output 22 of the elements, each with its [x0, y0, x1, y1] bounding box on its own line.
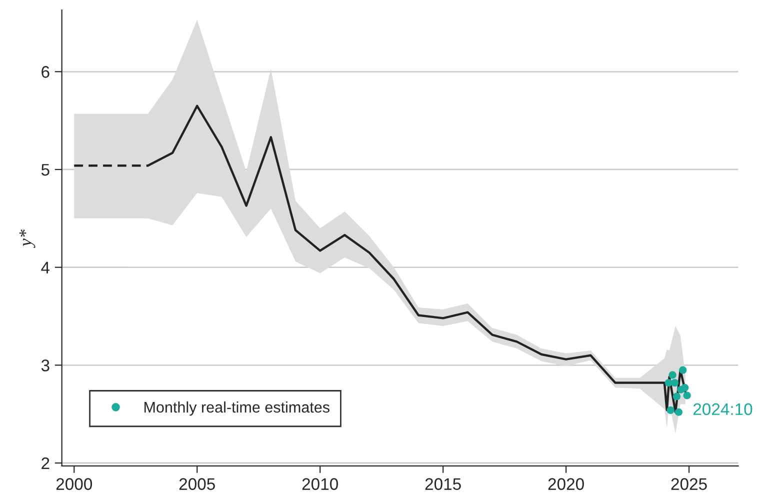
- point: [674, 408, 682, 416]
- point: [681, 384, 689, 392]
- x-tick-label: 2010: [302, 478, 338, 490]
- y-tick-label: 3: [41, 360, 50, 372]
- legend-label: Monthly real-time estimates: [144, 401, 330, 416]
- point: [683, 392, 691, 400]
- x-tick-label: 2015: [425, 478, 461, 490]
- point: [672, 392, 681, 400]
- x-tick-label: 2000: [56, 478, 92, 490]
- y-tick-label: 5: [41, 164, 50, 176]
- x-tick-label: 2005: [179, 478, 215, 490]
- x-tick-label: 2025: [671, 478, 707, 490]
- point: [679, 366, 687, 374]
- y-tick-label: 4: [41, 262, 50, 274]
- y-axis-title: y*: [19, 229, 36, 248]
- y-tick-label: 2: [42, 457, 50, 470]
- point: [670, 378, 679, 387]
- point: [666, 406, 674, 414]
- x-tick-label: 2020: [548, 478, 584, 490]
- annotation: 2024:10: [693, 403, 752, 416]
- y-tick-label: 6: [42, 66, 50, 78]
- point: [668, 371, 676, 379]
